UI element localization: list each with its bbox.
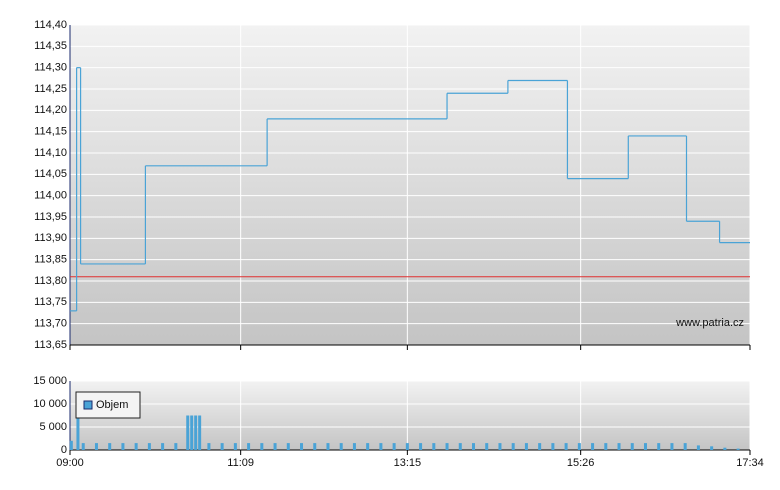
y-tick-label: 114,00 <box>34 190 67 202</box>
volume-bar <box>564 443 568 450</box>
volume-bar <box>94 443 98 450</box>
volume-bar <box>220 443 224 450</box>
legend-swatch <box>83 400 93 410</box>
volume-bar <box>445 443 449 450</box>
volume-bar <box>233 443 237 450</box>
volume-bar <box>432 443 436 450</box>
y-tick-label: 5 000 <box>39 421 67 433</box>
volume-bar <box>161 443 165 450</box>
volume-bar <box>643 443 647 450</box>
volume-bar <box>379 443 383 450</box>
volume-bar <box>76 401 80 450</box>
x-tick-label: 09:00 <box>56 457 84 469</box>
x-tick-label: 15:26 <box>567 457 595 469</box>
y-tick-label: 114,25 <box>34 83 67 95</box>
x-tick-label: 17:34 <box>736 457 764 469</box>
volume-bar <box>472 443 476 450</box>
volume-bar <box>591 443 595 450</box>
plot-area <box>70 25 750 345</box>
y-tick-label: 113,90 <box>34 232 67 244</box>
volume-bar <box>617 443 621 450</box>
volume-bar <box>524 443 528 450</box>
x-tick-label: 11:09 <box>227 457 254 469</box>
volume-bar <box>511 443 515 450</box>
volume-bar <box>300 443 304 450</box>
y-tick-label: 0 <box>61 444 67 456</box>
volume-bar <box>352 443 356 450</box>
y-tick-label: 113,95 <box>34 211 67 223</box>
volume-bar <box>736 448 740 450</box>
volume-bar <box>121 443 125 450</box>
y-tick-label: 114,15 <box>34 126 67 138</box>
volume-bar <box>577 443 581 450</box>
volume-bar <box>405 443 409 450</box>
y-tick-label: 113,85 <box>34 254 67 266</box>
volume-bar <box>247 443 251 450</box>
volume-bar <box>326 443 330 450</box>
volume-bar <box>683 443 687 450</box>
volume-bar <box>339 443 343 450</box>
y-tick-label: 10 000 <box>33 398 67 410</box>
plot-area <box>70 381 750 450</box>
volume-bar <box>313 443 317 450</box>
y-tick-label: 113,70 <box>34 318 67 330</box>
y-tick-label: 113,65 <box>34 339 67 351</box>
volume-bar <box>392 443 396 450</box>
volume-bar <box>260 443 264 450</box>
y-tick-label: 114,10 <box>34 147 67 159</box>
volume-bar <box>366 443 370 450</box>
volume-bar <box>81 443 85 450</box>
volume-bar <box>69 440 73 450</box>
volume-bar <box>108 443 112 450</box>
volume-bar <box>198 415 202 450</box>
volume-bar <box>498 443 502 450</box>
volume-bar <box>207 443 211 450</box>
volume-bar <box>723 447 727 450</box>
legend-label: Objem <box>96 399 128 411</box>
volume-bar <box>458 443 462 450</box>
volume-bar <box>538 443 542 450</box>
volume-bar <box>630 443 634 450</box>
volume-bar <box>134 443 138 450</box>
y-tick-label: 113,80 <box>34 275 67 287</box>
volume-bar <box>551 443 555 450</box>
volume-bar <box>174 443 178 450</box>
y-tick-label: 114,05 <box>34 168 67 180</box>
volume-bar <box>657 443 661 450</box>
volume-bar <box>286 443 290 450</box>
volume-bar <box>670 443 674 450</box>
y-tick-label: 114,30 <box>34 62 67 74</box>
volume-bar <box>186 415 190 450</box>
volume-bar <box>147 443 151 450</box>
x-tick-label: 13:15 <box>394 457 422 469</box>
volume-bar <box>190 415 194 450</box>
watermark: www.patria.cz <box>675 317 744 329</box>
volume-bar <box>485 443 489 450</box>
volume-bar <box>710 446 714 450</box>
y-tick-label: 15 000 <box>33 375 67 387</box>
volume-bar <box>273 443 277 450</box>
volume-bar <box>696 445 700 450</box>
y-tick-label: 114,35 <box>34 40 67 52</box>
volume-bar <box>419 443 423 450</box>
y-tick-label: 113,75 <box>34 296 67 308</box>
volume-bar <box>194 415 198 450</box>
y-tick-label: 114,20 <box>34 104 67 116</box>
volume-bar <box>604 443 608 450</box>
y-tick-label: 114,40 <box>34 19 67 31</box>
